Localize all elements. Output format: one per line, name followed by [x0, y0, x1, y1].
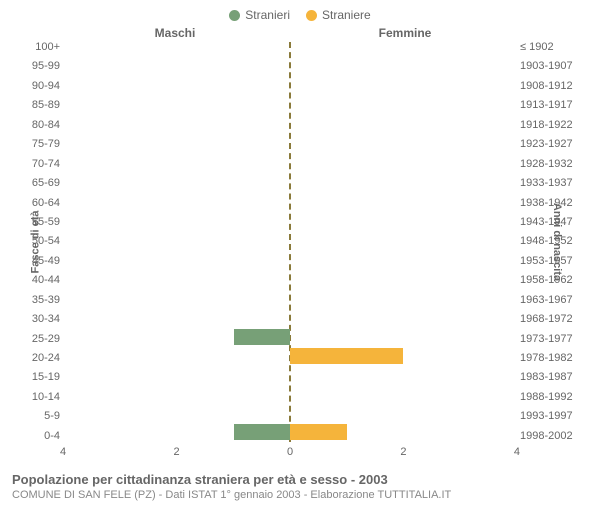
age-label: 85-89	[20, 100, 60, 111]
age-label: 35-39	[20, 295, 60, 306]
bar-row	[64, 405, 516, 421]
birth-label: 1998-2002	[520, 431, 580, 442]
bar-female	[290, 424, 347, 440]
birth-label: 1983-1987	[520, 372, 580, 383]
bar-row	[64, 177, 516, 193]
birth-label: ≤ 1902	[520, 42, 580, 53]
legend-item-female: Straniere	[306, 8, 371, 22]
birth-label: 1963-1967	[520, 295, 580, 306]
x-axis: 42024	[20, 446, 580, 458]
age-label: 5-9	[20, 411, 60, 422]
bar-row	[64, 139, 516, 155]
birth-label: 1923-1927	[520, 139, 580, 150]
legend-label-male: Stranieri	[245, 8, 290, 22]
bar-male	[234, 329, 291, 345]
column-headers: Maschi Femmine	[20, 26, 580, 40]
age-label: 65-69	[20, 178, 60, 189]
bar-row	[64, 101, 516, 117]
chart-subtitle: COMUNE DI SAN FELE (PZ) - Dati ISTAT 1° …	[12, 489, 592, 501]
birth-label: 1933-1937	[520, 178, 580, 189]
birth-label: 1943-1947	[520, 217, 580, 228]
birth-label: 1993-1997	[520, 411, 580, 422]
age-label: 15-19	[20, 372, 60, 383]
birth-label: 1978-1982	[520, 353, 580, 364]
birth-label: 1958-1962	[520, 275, 580, 286]
x-tick: 0	[287, 446, 293, 458]
x-tick: 2	[400, 446, 406, 458]
bar-row	[64, 215, 516, 231]
age-label: 30-34	[20, 314, 60, 325]
bar-row	[64, 196, 516, 212]
birth-label: 1938-1942	[520, 198, 580, 209]
chart: Fasce di età Anni di nascita Maschi Femm…	[20, 26, 580, 458]
bar-row	[64, 158, 516, 174]
bar-row	[64, 329, 516, 345]
chart-title: Popolazione per cittadinanza straniera p…	[12, 472, 592, 487]
x-ticks: 42024	[60, 446, 520, 458]
bar-row	[64, 386, 516, 402]
bar-row	[64, 310, 516, 326]
age-label: 95-99	[20, 61, 60, 72]
legend-label-female: Straniere	[322, 8, 371, 22]
header-female: Femmine	[290, 26, 520, 40]
age-label: 0-4	[20, 431, 60, 442]
birth-label: 1988-1992	[520, 392, 580, 403]
age-label: 90-94	[20, 81, 60, 92]
y-labels-age: 100+ 95-99 90-94 85-89 80-84 75-79 70-74 65-69 6…	[20, 42, 64, 442]
bar-row	[64, 272, 516, 288]
legend-item-male: Stranieri	[229, 8, 290, 22]
swatch-male	[229, 10, 240, 21]
x-tick: 2	[173, 446, 179, 458]
bar-row	[64, 348, 516, 364]
bar-row	[64, 63, 516, 79]
header-male: Maschi	[60, 26, 290, 40]
y-axis-title-right: Anni di nascita	[551, 203, 563, 281]
birth-label: 1953-1957	[520, 256, 580, 267]
age-label: 75-79	[20, 139, 60, 150]
age-label: 25-29	[20, 334, 60, 345]
bar-female	[290, 348, 403, 364]
bar-row	[64, 367, 516, 383]
y-labels-birth: ≤ 1902 1903-1907 1908-1912 1913-1917 1918-19…	[516, 42, 580, 442]
age-label: 70-74	[20, 159, 60, 170]
birth-label: 1928-1932	[520, 159, 580, 170]
bar-row	[64, 424, 516, 440]
bar-row	[64, 234, 516, 250]
age-label: 20-24	[20, 353, 60, 364]
age-label: 100+	[20, 42, 60, 53]
footer: Popolazione per cittadinanza straniera p…	[8, 472, 592, 501]
bars-container	[64, 42, 516, 442]
bar-row	[64, 253, 516, 269]
swatch-female	[306, 10, 317, 21]
birth-label: 1913-1917	[520, 100, 580, 111]
bar-row	[64, 82, 516, 98]
bar-male	[234, 424, 291, 440]
bar-row	[64, 120, 516, 136]
birth-label: 1903-1907	[520, 61, 580, 72]
x-tick: 4	[60, 446, 66, 458]
age-label: 10-14	[20, 392, 60, 403]
bar-row	[64, 291, 516, 307]
legend: Stranieri Straniere	[8, 8, 592, 22]
birth-label: 1968-1972	[520, 314, 580, 325]
y-axis-title-left: Fasce di età	[29, 211, 41, 274]
age-label: 80-84	[20, 120, 60, 131]
bar-row	[64, 44, 516, 60]
birth-label: 1908-1912	[520, 81, 580, 92]
plot-area: 100+ 95-99 90-94 85-89 80-84 75-79 70-74 65-69 6…	[20, 42, 580, 442]
age-label: 60-64	[20, 198, 60, 209]
birth-label: 1948-1952	[520, 236, 580, 247]
birth-label: 1918-1922	[520, 120, 580, 131]
birth-label: 1973-1977	[520, 334, 580, 345]
age-label: 40-44	[20, 275, 60, 286]
